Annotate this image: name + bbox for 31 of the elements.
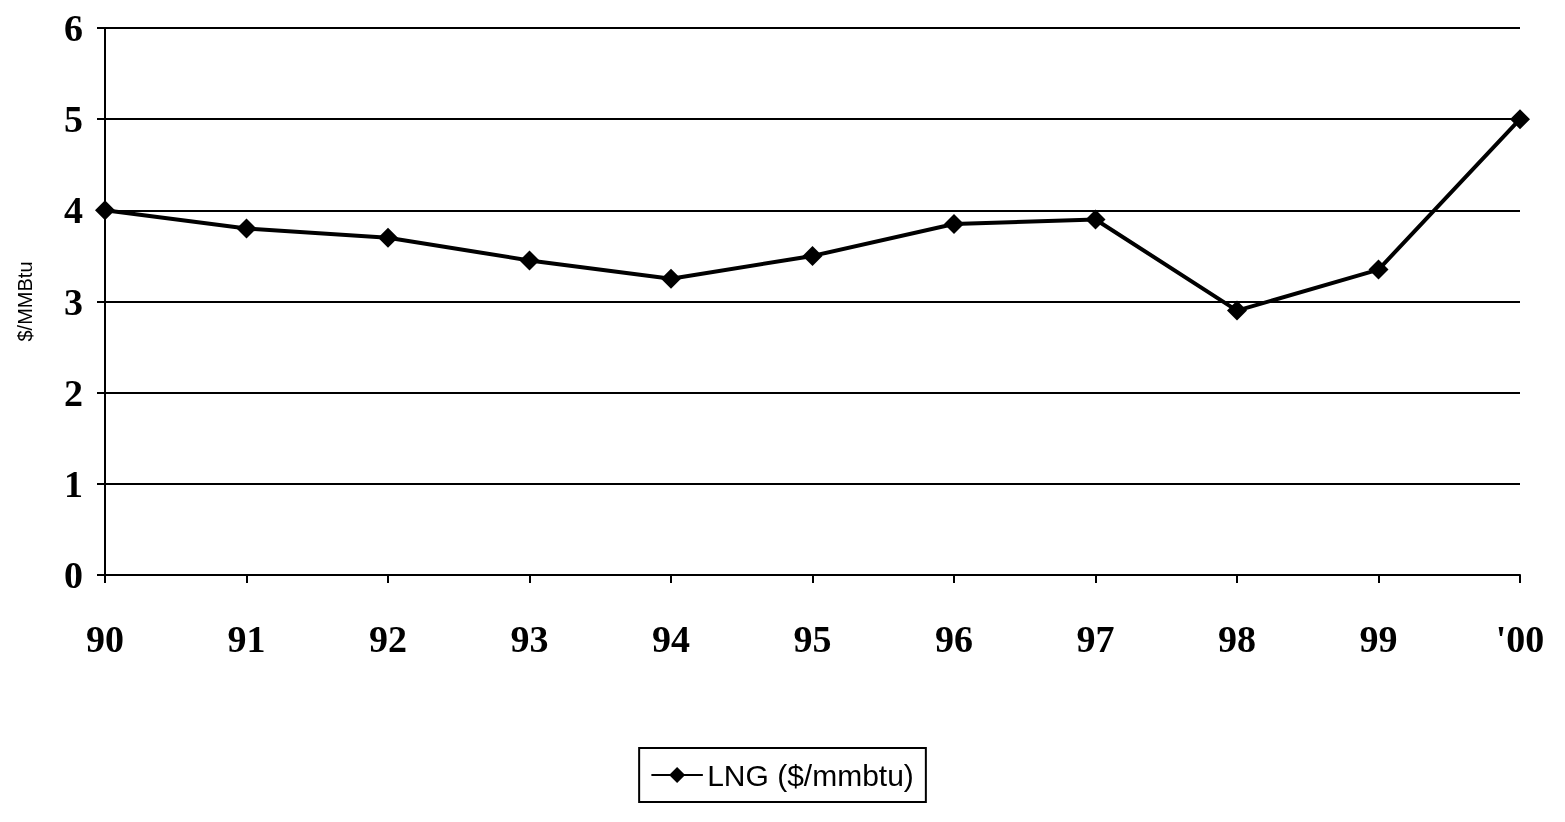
y-tick-label: 3 bbox=[64, 280, 83, 323]
x-tick-label: 95 bbox=[793, 618, 832, 660]
x-tick-label: 97 bbox=[1076, 618, 1115, 660]
x-tick-label: 92 bbox=[369, 618, 407, 660]
point bbox=[1368, 259, 1389, 280]
point bbox=[378, 227, 398, 248]
point bbox=[944, 214, 964, 235]
point bbox=[1227, 300, 1247, 321]
y-tick-label: 4 bbox=[64, 189, 83, 232]
x-tick-label: '00 bbox=[1495, 618, 1545, 660]
y-tick-label: 6 bbox=[64, 7, 83, 49]
y-tick-label: 0 bbox=[64, 554, 83, 596]
point bbox=[95, 200, 115, 221]
y-tick-label: 2 bbox=[64, 371, 83, 414]
x-tick-label: 93 bbox=[510, 618, 549, 660]
point bbox=[1510, 109, 1530, 130]
y-tick-label: 5 bbox=[64, 98, 83, 141]
point bbox=[661, 268, 681, 289]
x-tick-label: 96 bbox=[935, 618, 973, 660]
x-tick-label: 94 bbox=[652, 618, 690, 660]
x-tick-label: 90 bbox=[86, 618, 124, 660]
legend-label: LNG ($/mmbtu) bbox=[707, 758, 914, 792]
point bbox=[519, 250, 540, 271]
y-axis-title: $/MMBtu bbox=[14, 261, 36, 342]
y-tick-label: 1 bbox=[64, 462, 83, 505]
point bbox=[1085, 209, 1106, 230]
x-tick-label: 98 bbox=[1218, 618, 1256, 660]
x-tick-label: 91 bbox=[227, 618, 266, 660]
x-tick-label: 99 bbox=[1359, 618, 1398, 660]
point bbox=[236, 218, 257, 239]
point bbox=[802, 245, 823, 266]
